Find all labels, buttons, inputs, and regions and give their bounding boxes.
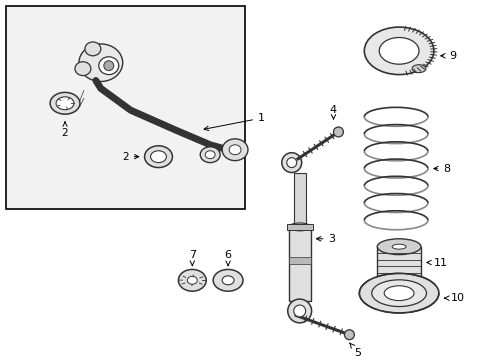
Ellipse shape xyxy=(75,62,91,76)
Ellipse shape xyxy=(288,223,310,231)
Ellipse shape xyxy=(178,269,206,291)
Text: 9: 9 xyxy=(440,51,455,61)
Ellipse shape xyxy=(200,147,220,163)
Ellipse shape xyxy=(150,151,166,163)
Ellipse shape xyxy=(376,270,420,286)
Circle shape xyxy=(293,305,305,317)
Ellipse shape xyxy=(379,37,418,64)
Ellipse shape xyxy=(228,145,241,155)
Ellipse shape xyxy=(376,239,420,255)
Ellipse shape xyxy=(359,273,438,313)
Ellipse shape xyxy=(222,139,247,161)
Circle shape xyxy=(103,61,114,71)
Ellipse shape xyxy=(79,44,122,81)
Bar xyxy=(288,227,310,301)
Circle shape xyxy=(333,127,343,137)
Ellipse shape xyxy=(205,151,215,159)
Text: 11: 11 xyxy=(426,257,447,267)
Text: 6: 6 xyxy=(224,249,231,266)
Text: 2: 2 xyxy=(61,122,68,138)
Ellipse shape xyxy=(144,146,172,167)
Ellipse shape xyxy=(222,276,234,285)
Text: 7: 7 xyxy=(188,249,196,266)
Bar xyxy=(286,224,312,230)
Circle shape xyxy=(344,330,354,339)
Ellipse shape xyxy=(85,42,101,56)
Text: 4: 4 xyxy=(329,105,336,119)
Text: 5: 5 xyxy=(349,343,361,357)
Ellipse shape xyxy=(384,286,413,301)
Text: 1: 1 xyxy=(203,113,264,131)
Ellipse shape xyxy=(50,93,80,114)
Text: 8: 8 xyxy=(433,163,449,174)
Bar xyxy=(288,257,310,265)
Text: 2: 2 xyxy=(122,152,139,162)
Ellipse shape xyxy=(391,244,405,249)
Bar xyxy=(376,247,420,278)
Ellipse shape xyxy=(213,269,243,291)
Text: 10: 10 xyxy=(444,293,464,303)
Ellipse shape xyxy=(364,27,433,75)
Ellipse shape xyxy=(411,65,425,73)
Ellipse shape xyxy=(56,97,74,110)
Ellipse shape xyxy=(99,57,119,75)
Circle shape xyxy=(287,299,311,323)
Bar xyxy=(293,172,305,227)
Ellipse shape xyxy=(371,280,426,306)
Bar xyxy=(6,6,244,209)
Circle shape xyxy=(281,153,301,172)
Text: 3: 3 xyxy=(316,234,335,244)
Ellipse shape xyxy=(187,276,197,284)
Circle shape xyxy=(286,158,296,167)
